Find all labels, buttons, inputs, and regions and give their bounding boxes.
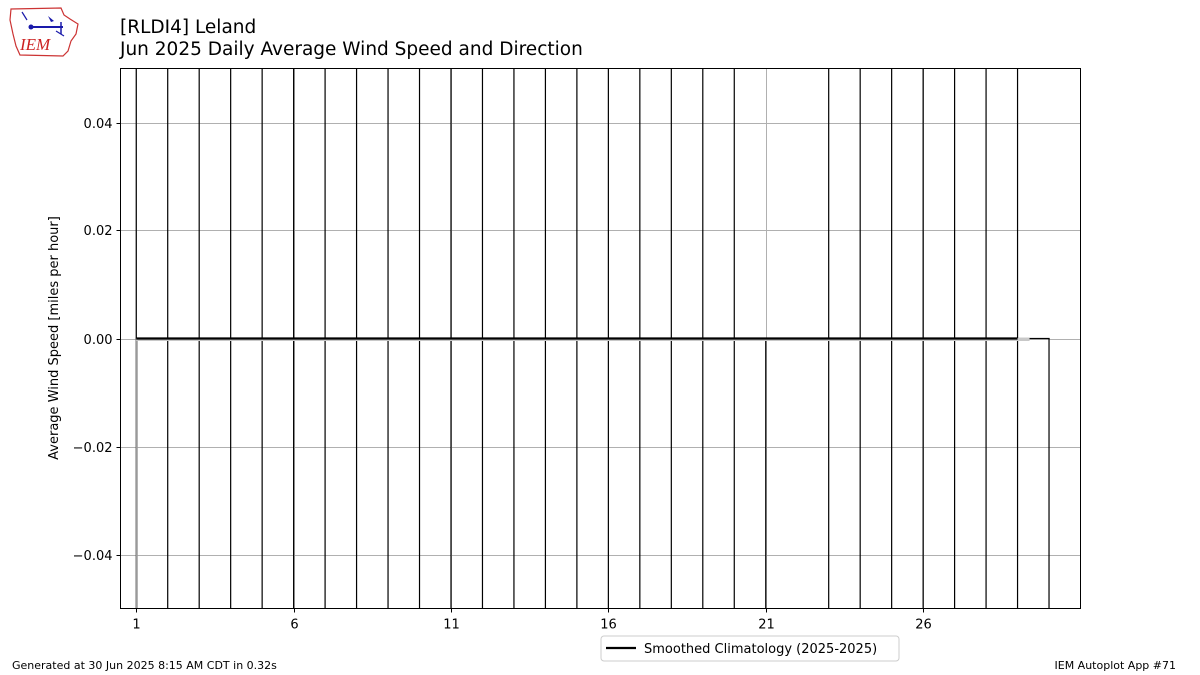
x-tick-label: 21 [758, 618, 775, 633]
generated-timestamp: Generated at 30 Jun 2025 8:15 AM CDT in … [12, 659, 277, 672]
station-title: [RLDI4] Leland [120, 17, 257, 38]
legend-box [600, 635, 900, 662]
x-tick-label: 11 [443, 618, 460, 633]
y-tick-label: −0.02 [73, 441, 113, 456]
y-tick-label: 0.00 [84, 333, 113, 348]
plot-frame [120, 68, 1081, 609]
y-tick-label: 0.02 [84, 224, 113, 239]
x-tick-label: 16 [600, 618, 617, 633]
x-tick-label: 26 [915, 618, 932, 633]
chart-subtitle: Jun 2025 Daily Average Wind Speed and Di… [120, 39, 583, 60]
legend: Smoothed Climatology (2025-2025) [600, 635, 900, 662]
x-tick-label: 6 [290, 618, 298, 633]
y-tick-label: 0.04 [84, 117, 113, 132]
y-axis-label: Average Wind Speed [miles per hour] [47, 216, 62, 460]
x-tick-label: 1 [132, 618, 140, 633]
iem-logo-icon: IEM [8, 6, 80, 58]
climatology-line [136, 337, 1030, 341]
legend-entry: Smoothed Climatology (2025-2025) [644, 642, 877, 657]
logo-text: IEM [19, 35, 51, 54]
chart-title: [RLDI4] Leland Jun 2025 Daily Average Wi… [120, 17, 583, 61]
axes: −0.04−0.020.000.020.041 6 11 16 21 26 [73, 117, 932, 633]
app-label: IEM Autoplot App #71 [1054, 659, 1177, 672]
y-tick-label: −0.04 [73, 549, 113, 564]
